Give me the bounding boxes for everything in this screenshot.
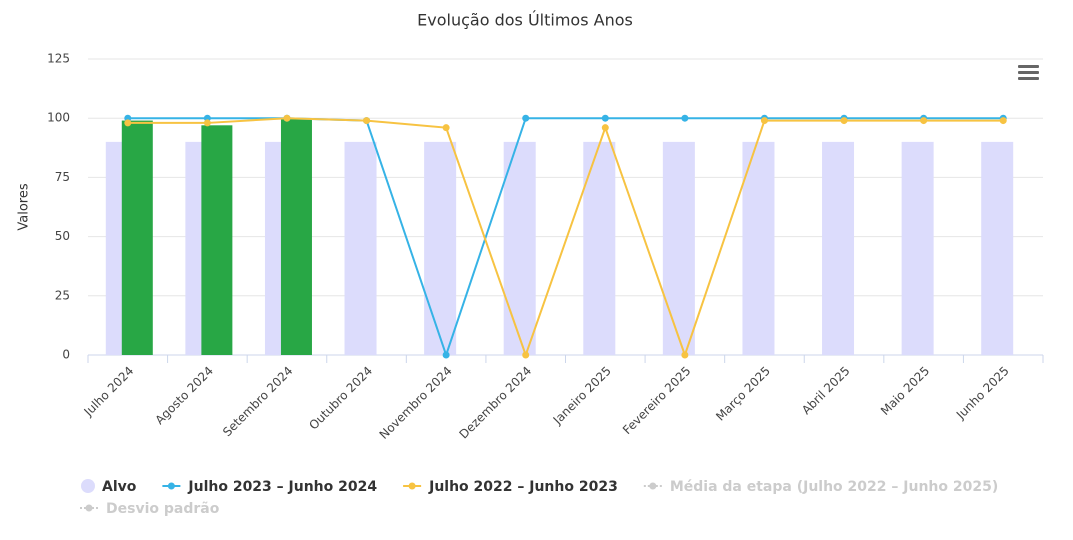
point [920,117,928,125]
legend-symbol [85,504,93,512]
y-tick-label: 75 [55,170,70,184]
x-tick-label: Maio 2025 [878,364,932,418]
legend-symbol [649,482,657,490]
legend-symbol [81,479,95,493]
bar [662,141,695,355]
legend-symbol [408,482,416,490]
y-tick-label: 50 [55,229,70,243]
legend-item[interactable]: Julho 2022 – Junho 2023 [403,479,618,495]
point [363,117,371,125]
y-tick-label: 125 [47,52,70,66]
y-tick-label: 100 [47,111,70,125]
point [442,351,450,359]
x-tick-label: Setembro 2024 [220,364,295,439]
bar [981,141,1014,355]
x-tick-label: Novembro 2024 [377,364,455,442]
point [442,124,450,132]
legend-item[interactable]: Julho 2023 – Junho 2024 [162,479,377,495]
bar [503,141,536,355]
point [681,351,689,359]
legend-label: Média da etapa (Julho 2022 – Junho 2025) [670,479,998,495]
chart-title: Evolução dos Últimos Anos [417,11,633,30]
point [999,117,1007,125]
bar [280,118,312,355]
bar [742,141,775,355]
x-tick-label: Abril 2025 [799,364,853,418]
menu-icon[interactable] [1018,65,1039,80]
legend-symbol [167,482,175,490]
bar [344,141,377,355]
point [522,351,530,359]
point [124,119,132,127]
point [840,117,848,125]
point [681,114,689,122]
x-tick-label: Agosto 2024 [152,364,216,428]
x-tick-label: Janeiro 2025 [550,364,614,428]
x-tick-label: Fevereiro 2025 [620,364,693,437]
legend-item[interactable]: Média da etapa (Julho 2022 – Junho 2025) [643,479,998,495]
x-tick-label: Junho 2025 [953,364,1012,423]
bar [121,120,153,356]
legend-label: Julho 2023 – Junho 2024 [187,479,377,495]
bar [424,141,457,355]
point [760,117,768,125]
y-tick-label: 25 [55,288,70,302]
legend-item[interactable]: Alvo [81,479,137,495]
x-tick-label: Julho 2024 [81,364,137,420]
point [601,124,609,132]
point [203,119,211,127]
line [127,117,1004,359]
point [601,114,609,122]
point [283,114,291,122]
point [522,114,530,122]
x-tick-label: Março 2025 [713,364,773,424]
y-axis-title: Valores [17,183,32,230]
legend-label: Julho 2022 – Junho 2023 [428,479,618,495]
legend-label: Desvio padrão [106,501,220,517]
bar [822,141,855,355]
bar [201,125,233,355]
bar [901,141,934,355]
x-tick-label: Outubro 2024 [306,364,375,433]
legend-label: Alvo [102,479,137,495]
legend-item[interactable]: Desvio padrão [80,501,220,517]
x-tick-label: Dezembro 2024 [457,364,535,442]
y-tick-label: 0 [62,348,70,362]
